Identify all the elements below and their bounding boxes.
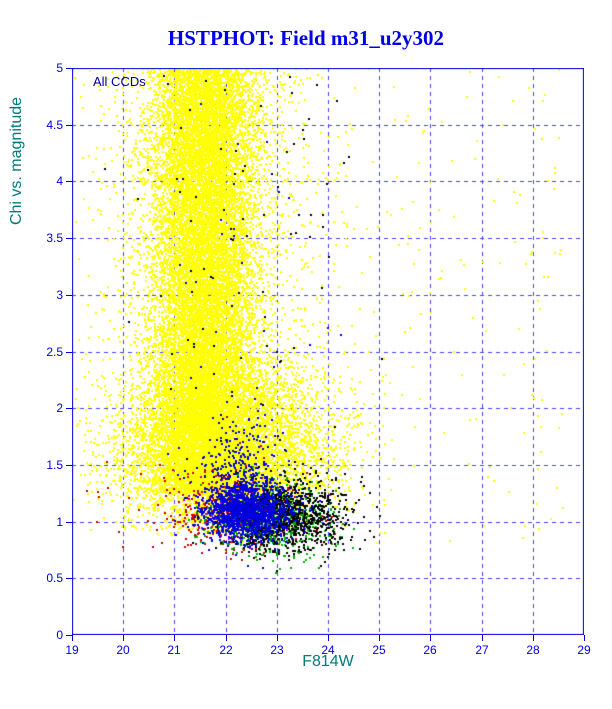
x-axis-label: F814W <box>302 653 354 670</box>
y-tick-label: 3 <box>56 288 63 302</box>
x-tick-mark <box>379 635 380 641</box>
x-tick-mark <box>430 635 431 641</box>
y-tick-mark <box>66 181 72 182</box>
x-tick-mark <box>174 635 175 641</box>
x-tick-label: 21 <box>167 643 181 657</box>
y-tick-mark <box>66 125 72 126</box>
x-tick-label: 19 <box>65 643 79 657</box>
chart-title: HSTPHOT: Field m31_u2y302 <box>167 26 445 50</box>
x-tick-label: 26 <box>423 643 437 657</box>
x-tick-label: 24 <box>321 643 335 657</box>
x-tick-label: 25 <box>372 643 386 657</box>
x-tick-mark <box>123 635 124 641</box>
x-tick-mark <box>482 635 483 641</box>
y-tick-mark <box>66 578 72 579</box>
x-tick-mark <box>226 635 227 641</box>
y-tick-mark <box>66 465 72 466</box>
x-tick-mark <box>72 635 73 641</box>
y-tick-mark <box>66 635 72 636</box>
x-tick-label: 27 <box>475 643 489 657</box>
x-tick-label: 23 <box>270 643 284 657</box>
y-tick-label: 2.5 <box>46 345 63 359</box>
y-tick-label: 4.5 <box>46 118 63 132</box>
x-tick-mark <box>277 635 278 641</box>
y-tick-label: 2 <box>56 401 63 415</box>
y-tick-mark <box>66 408 72 409</box>
x-tick-mark <box>584 635 585 641</box>
x-tick-label: 22 <box>219 643 233 657</box>
y-tick-label: 5 <box>56 61 63 75</box>
y-tick-label: 3.5 <box>46 231 63 245</box>
y-tick-label: 1.5 <box>46 458 63 472</box>
y-tick-mark <box>66 295 72 296</box>
y-axis-label: Chi vs. magnitude <box>8 96 25 226</box>
ccd-annotation: All CCDs <box>93 74 146 89</box>
x-tick-label: 29 <box>577 643 591 657</box>
x-tick-label: 20 <box>116 643 130 657</box>
y-tick-mark <box>66 68 72 69</box>
y-tick-label: 1 <box>56 515 63 529</box>
y-tick-mark <box>66 352 72 353</box>
y-tick-label: 4 <box>56 174 63 188</box>
scatter-plot-canvas <box>72 68 584 635</box>
y-axis-label-wrap: Chi vs. magnitude <box>8 61 28 261</box>
y-tick-label: 0.5 <box>46 571 63 585</box>
y-tick-label: 0 <box>56 628 63 642</box>
x-tick-mark <box>533 635 534 641</box>
x-tick-mark <box>328 635 329 641</box>
y-tick-mark <box>66 238 72 239</box>
x-tick-label: 28 <box>526 643 540 657</box>
y-tick-mark <box>66 522 72 523</box>
